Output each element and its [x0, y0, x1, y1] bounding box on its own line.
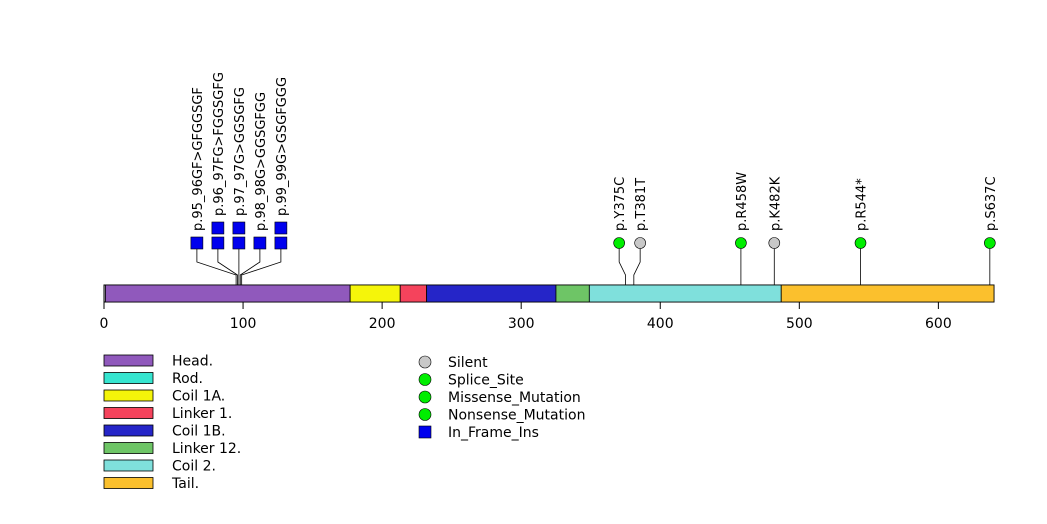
legend-mutation-label-3: Nonsense_Mutation — [448, 408, 585, 424]
x-tick-label-1: 100 — [230, 316, 257, 332]
legend-domain-label-5: Linker 12. — [172, 441, 241, 457]
mutation-marker-4-0 — [274, 236, 288, 250]
legend-domain-label-3: Linker 1. — [172, 406, 232, 422]
mutation-marker-7-0 — [735, 237, 747, 249]
mutation-label-5: p.Y375C — [613, 177, 628, 231]
legend-domain-swatch-1 — [103, 372, 154, 384]
legend-mutation-label-4: In_Frame_Ins — [448, 425, 539, 441]
mutation-stem-1 — [217, 243, 238, 285]
mutation-marker-0-0 — [190, 236, 204, 250]
legend-domain-label-1: Rod. — [172, 371, 203, 387]
mutation-label-3: p.98_98G>GGSGFGG — [254, 92, 269, 231]
legend-domain-label-6: Coil 2. — [172, 459, 216, 475]
x-tick-label-4: 400 — [647, 316, 674, 332]
legend-domain-label-2: Coil 1A. — [172, 389, 225, 405]
x-tick-label-2: 200 — [369, 316, 396, 332]
legend-domain-swatch-2 — [103, 389, 154, 402]
mutation-marker-8-0 — [768, 237, 781, 249]
domain-3 — [426, 284, 557, 303]
legend-domain-swatch-3 — [103, 407, 154, 419]
mutation-marker-3-0 — [253, 236, 267, 250]
legend-domain-swatch-6 — [103, 459, 154, 472]
mutation-stem-0 — [196, 243, 237, 285]
x-tick-label-0: 0 — [100, 316, 109, 332]
domain-5 — [588, 284, 782, 303]
mutation-stem-4 — [241, 243, 282, 285]
mutation-stem-3 — [239, 243, 261, 285]
x-tick-label-5: 500 — [786, 316, 813, 332]
legend-mutation-swatch-2 — [418, 390, 432, 404]
mutation-label-7: p.R458W — [735, 172, 750, 231]
domain-4 — [555, 284, 590, 303]
legend-mutation-swatch-4 — [418, 425, 432, 439]
domain-0 — [104, 284, 351, 303]
mutation-marker-10-0 — [984, 237, 996, 249]
mutation-label-9: p.R544* — [855, 178, 870, 231]
domain-6 — [780, 284, 995, 303]
mutation-label-4: p.99_99G>GSGFGGG — [275, 77, 290, 216]
mutation-marker-2-1 — [232, 221, 246, 235]
mutation-label-10: p.S637C — [984, 176, 999, 231]
x-tick-label-3: 300 — [508, 316, 535, 332]
mutation-marker-5-0 — [613, 237, 625, 249]
legend-domain-label-7: Tail. — [171, 476, 199, 492]
legend-mutation-swatch-1 — [418, 373, 432, 386]
mutation-marker-2-0 — [232, 236, 246, 250]
mutation-label-8: p.K482K — [768, 176, 783, 231]
mutation-label-0: p.95_96GF>GFGGSGF — [191, 87, 206, 231]
legend-mutation-label-1: Splice_Site — [448, 373, 524, 389]
legend-domain-swatch-0 — [103, 354, 154, 367]
legend-domain-swatch-7 — [103, 477, 154, 489]
mutation-label-1: p.96_97FG>FGGSGFG — [212, 72, 227, 216]
mutation-marker-4-1 — [274, 221, 288, 235]
legend-mutation-swatch-3 — [418, 408, 432, 421]
mutation-marker-1-1 — [211, 221, 225, 235]
mutation-label-2: p.97_97G>GGSGFG — [233, 87, 248, 216]
mutation-stem-6 — [633, 243, 641, 285]
mutation-marker-9-0 — [854, 237, 867, 249]
mutation-marker-6-0 — [634, 237, 646, 249]
x-tick-label-6: 600 — [925, 316, 952, 332]
legend-domain-swatch-4 — [103, 424, 154, 437]
domain-1 — [349, 284, 401, 303]
legend-mutation-label-2: Missense_Mutation — [448, 390, 581, 406]
mutation-stem-5 — [618, 243, 626, 285]
domain-2 — [399, 284, 428, 303]
legend-domain-label-0: Head. — [172, 354, 213, 370]
legend-domain-label-4: Coil 1B. — [172, 424, 226, 440]
legend-domain-swatch-5 — [103, 442, 154, 454]
legend-mutation-swatch-0 — [418, 355, 432, 369]
mutation-marker-1-0 — [211, 236, 225, 250]
mutation-label-6: p.T381T — [634, 178, 649, 231]
legend-mutation-label-0: Silent — [448, 355, 488, 371]
